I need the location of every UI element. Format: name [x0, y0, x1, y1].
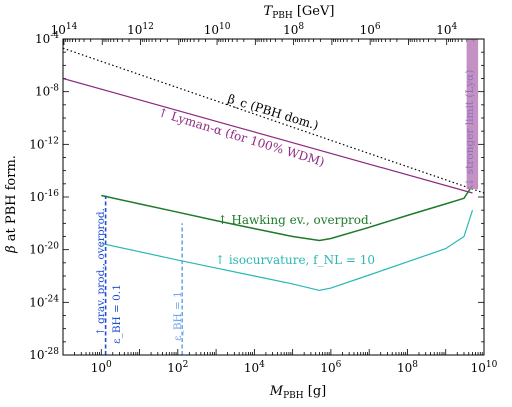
x-tick-label: 108: [397, 360, 418, 375]
series-hawking: [101, 184, 474, 242]
x-axis-title: MPBH [g]: [269, 384, 326, 401]
series-isocurvature: [101, 210, 474, 292]
y-tick-label: 10-12: [29, 136, 59, 151]
x2-tick-label: 108: [283, 22, 304, 37]
x-tick-label: 104: [244, 360, 265, 375]
y-tick-label: 10-20: [29, 242, 59, 257]
chart-marks: [63, 39, 484, 355]
x2-tick-label: 1010: [204, 22, 231, 37]
eps-01-label: ε_BH = 0.1: [111, 284, 123, 344]
y-axis-title: β at PBH form.: [4, 155, 19, 254]
x2-axis-title: TPBH [GeV]: [264, 4, 335, 21]
series-lyman: [63, 77, 473, 194]
y-tick-label: 10-28: [29, 347, 59, 362]
x2-tick-label: 1012: [127, 22, 154, 37]
plot-frame: [62, 38, 485, 356]
x-tick-label: 1010: [471, 360, 498, 375]
x-tick-label: 100: [91, 360, 112, 375]
axis-tick-labels: 100 102 104 106 108 1010 1014 1012 1010 108 106 104…: [29, 22, 497, 375]
eps-1-label: ε_BH = 1: [172, 291, 184, 341]
x2-tick-label: 1014: [51, 22, 78, 37]
hawking-label: ↑ Hawking ev., overprod.: [218, 213, 373, 227]
x-tick-label: 106: [320, 360, 341, 375]
x-tick-label: 102: [167, 360, 188, 375]
x2-tick-label: 104: [436, 22, 457, 37]
y-tick-label: 10-16: [29, 189, 59, 204]
y-tick-label: 10-8: [35, 84, 59, 99]
y-tick-label: 10-4: [35, 31, 59, 46]
grav-prod-label: ↑ grav. prod., overprod.: [95, 208, 107, 336]
series-stronger_limit: [466, 39, 479, 190]
y-tick-label: 10-24: [29, 294, 59, 309]
stronger-limit-label: ↓ stronger limit (Lyα): [464, 70, 476, 187]
x2-tick-label: 106: [360, 22, 381, 37]
isocurvature-label: ↑ isocurvature, f_NL = 10: [215, 253, 375, 267]
